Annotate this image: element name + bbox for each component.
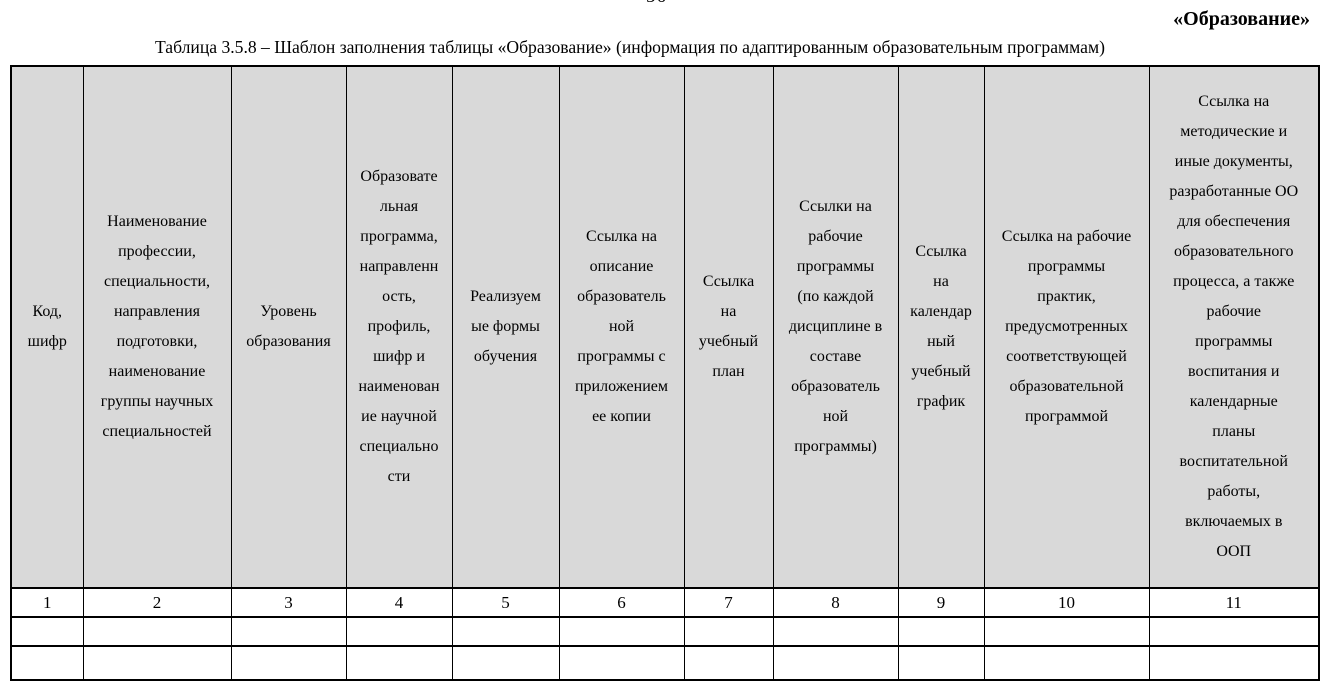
column-number: 1 — [10, 587, 84, 618]
column-number: 4 — [345, 587, 453, 618]
column-number: 6 — [558, 587, 685, 618]
column-number: 11 — [1148, 587, 1320, 618]
empty-cell — [772, 645, 899, 681]
column-number: 8 — [772, 587, 899, 618]
empty-cell — [10, 645, 84, 681]
column-number: 5 — [451, 587, 560, 618]
header-cell-profession-name: Наименование профессии, специальности, н… — [82, 65, 232, 589]
empty-cell — [558, 616, 685, 647]
header-cell-method-documents-link: Ссылка на методические и иные документы,… — [1148, 65, 1320, 589]
empty-cell — [897, 616, 985, 647]
empty-cell — [345, 616, 453, 647]
header-cell-program-description-link: Ссылка на описание образователь ной прог… — [558, 65, 685, 589]
empty-data-row — [10, 645, 1320, 681]
empty-cell — [683, 645, 774, 681]
education-table: Код, шифр Наименование профессии, специа… — [10, 65, 1320, 681]
empty-cell — [897, 645, 985, 681]
header-cell-calendar-schedule-link: Ссылка на календар ный учебный график — [897, 65, 985, 589]
empty-cell — [451, 616, 560, 647]
empty-cell — [683, 616, 774, 647]
empty-data-row — [10, 616, 1320, 647]
column-number: 7 — [683, 587, 774, 618]
empty-cell — [345, 645, 453, 681]
empty-cell — [558, 645, 685, 681]
table-caption: Таблица 3.5.8 – Шаблон заполнения таблиц… — [155, 37, 1105, 57]
column-number: 10 — [983, 587, 1150, 618]
header-cell-study-forms: Реализуем ые формы обучения — [451, 65, 560, 589]
empty-cell — [82, 616, 232, 647]
column-number: 9 — [897, 587, 985, 618]
header-cell-code-cipher: Код, шифр — [10, 65, 84, 589]
empty-cell — [10, 616, 84, 647]
empty-cell — [983, 645, 1150, 681]
column-number: 3 — [230, 587, 347, 618]
empty-cell — [1148, 645, 1320, 681]
header-cell-edu-program: Образовате льная программа, направленн о… — [345, 65, 453, 589]
empty-cell — [451, 645, 560, 681]
empty-cell — [230, 645, 347, 681]
page-number: 56 — [646, 0, 667, 8]
header-cell-education-level: Уровень образования — [230, 65, 347, 589]
header-cell-practice-programs-link: Ссылка на рабочие программы практик, пре… — [983, 65, 1150, 589]
empty-cell — [230, 616, 347, 647]
header-row: Код, шифр Наименование профессии, специа… — [10, 65, 1320, 589]
column-numbers-row: 1 2 3 4 5 6 7 8 9 10 11 — [10, 587, 1320, 618]
empty-cell — [82, 645, 232, 681]
empty-cell — [772, 616, 899, 647]
empty-cell — [983, 616, 1150, 647]
header-cell-curriculum-link: Ссылка на учебный план — [683, 65, 774, 589]
column-number: 2 — [82, 587, 232, 618]
empty-cell — [1148, 616, 1320, 647]
corner-heading: «Образование» — [1173, 8, 1310, 30]
header-cell-work-programs-links: Ссылки на рабочие программы (по каждой д… — [772, 65, 899, 589]
